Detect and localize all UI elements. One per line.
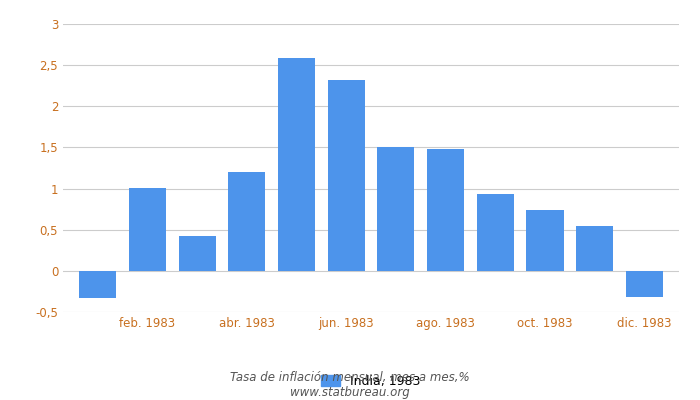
Bar <box>278 58 315 271</box>
Bar <box>328 80 365 271</box>
Legend: India, 1983: India, 1983 <box>316 370 426 393</box>
Text: www.statbureau.org: www.statbureau.org <box>290 386 410 399</box>
Bar <box>477 194 514 271</box>
Bar <box>79 271 116 298</box>
Text: Tasa de inflación mensual, mes a mes,%: Tasa de inflación mensual, mes a mes,% <box>230 372 470 384</box>
Bar <box>228 172 265 271</box>
Bar <box>526 210 564 271</box>
Bar <box>626 271 663 297</box>
Bar <box>427 149 464 271</box>
Bar <box>129 188 166 271</box>
Bar <box>178 236 216 271</box>
Bar <box>576 226 613 271</box>
Bar <box>377 148 414 271</box>
